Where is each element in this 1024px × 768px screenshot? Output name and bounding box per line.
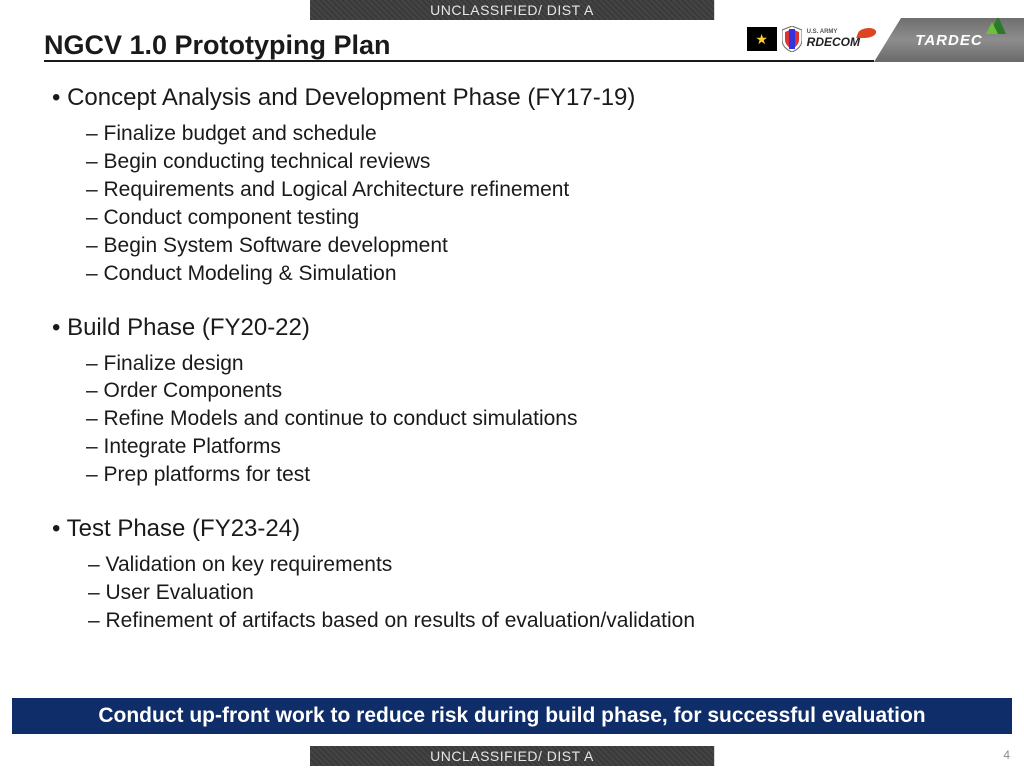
phase-item: Refine Models and continue to conduct si… xyxy=(52,405,984,433)
phase-item: Refinement of artifacts based on results… xyxy=(52,607,984,635)
triangle-icon-inner xyxy=(986,22,998,34)
phase-test: Test Phase (FY23-24) Validation on key r… xyxy=(52,515,984,635)
rdecom-label: RDECOM xyxy=(807,35,860,49)
phase-item: Conduct component testing xyxy=(52,204,984,232)
phase-title: Build Phase (FY20-22) xyxy=(52,314,984,342)
phase-concept: Concept Analysis and Development Phase (… xyxy=(52,84,984,288)
phase-item: Begin System Software development xyxy=(52,232,984,260)
phase-item: Finalize budget and schedule xyxy=(52,120,984,148)
summary-ribbon: Conduct up-front work to reduce risk dur… xyxy=(12,698,1012,734)
content-body: Concept Analysis and Development Phase (… xyxy=(52,84,984,661)
tardec-label: TARDEC xyxy=(915,32,982,49)
classification-top: UNCLASSIFIED/ DIST A xyxy=(310,0,714,20)
phase-item: Conduct Modeling & Simulation xyxy=(52,260,984,288)
phase-item: User Evaluation xyxy=(52,579,984,607)
phase-item: Validation on key requirements xyxy=(52,551,984,579)
logo-row: ★ U.S. ARMY RDECOM xyxy=(747,24,874,54)
star-icon: ★ xyxy=(755,31,768,48)
page-number: 4 xyxy=(1003,748,1010,762)
phase-item: Finalize design xyxy=(52,350,984,378)
phase-title: Test Phase (FY23-24) xyxy=(52,515,984,543)
slide-title: NGCV 1.0 Prototyping Plan xyxy=(44,30,1024,61)
phase-item: Integrate Platforms xyxy=(52,433,984,461)
classification-bottom: UNCLASSIFIED/ DIST A xyxy=(310,746,714,766)
phase-item: Prep platforms for test xyxy=(52,461,984,489)
rdecom-logo: U.S. ARMY RDECOM xyxy=(807,24,874,54)
phase-item: Requirements and Logical Architecture re… xyxy=(52,176,984,204)
phase-title: Concept Analysis and Development Phase (… xyxy=(52,84,984,112)
title-underline xyxy=(44,60,874,62)
slide: UNCLASSIFIED/ DIST A NGCV 1.0 Prototypin… xyxy=(0,0,1024,768)
phase-item: Order Components xyxy=(52,377,984,405)
shield-icon xyxy=(781,26,803,52)
phase-build: Build Phase (FY20-22) Finalize design Or… xyxy=(52,314,984,490)
army-logo: ★ xyxy=(747,24,777,54)
phase-item: Begin conducting technical reviews xyxy=(52,148,984,176)
